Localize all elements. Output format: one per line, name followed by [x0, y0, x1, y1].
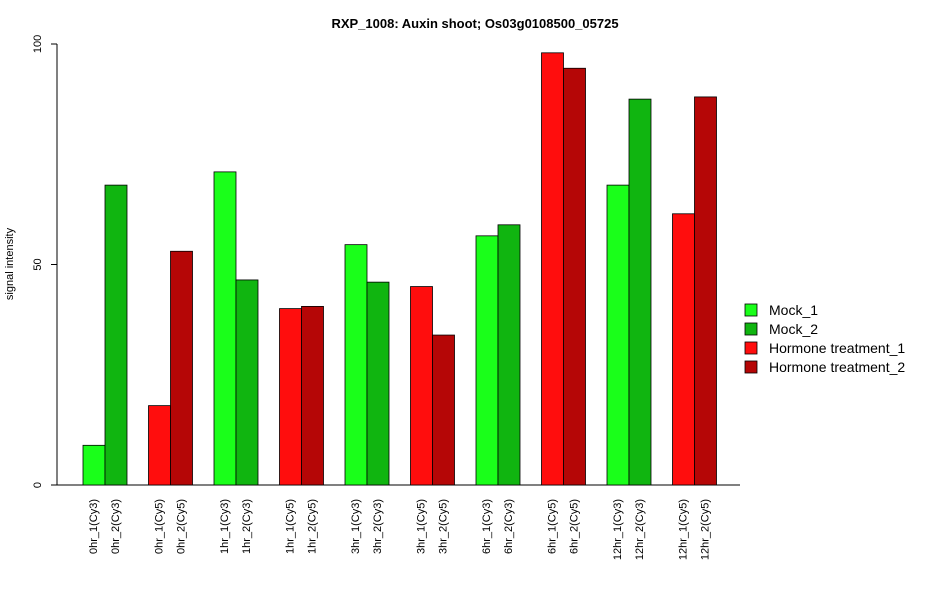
- bar: [366, 281, 390, 486]
- legend-swatch: [744, 341, 758, 355]
- x-tick-label: 3hr_2(Cy5): [437, 499, 449, 554]
- x-tick-label: 3hr_1(Cy5): [415, 499, 427, 554]
- y-tick-label: 100: [32, 35, 44, 53]
- bar: [475, 235, 499, 486]
- chart-title: RXP_1008: Auxin shoot; Os03g0108500_0572…: [331, 16, 618, 31]
- bar: [672, 213, 695, 486]
- bars: [82, 52, 717, 486]
- y-tick-label: 50: [32, 258, 44, 270]
- bar: [279, 308, 302, 486]
- bar: [563, 67, 586, 486]
- x-tick-label: 12hr_1(Cy5): [677, 499, 689, 560]
- x-tick-label: 6hr_2(Cy3): [503, 499, 515, 554]
- bar: [235, 279, 259, 486]
- bar: [410, 286, 433, 486]
- x-tick-label: 0hr_1(Cy3): [88, 499, 100, 554]
- x-tick-label: 12hr_2(Cy5): [699, 499, 711, 560]
- x-tick-label: 1hr_2(Cy3): [241, 499, 253, 554]
- x-tick-label: 1hr_2(Cy5): [306, 499, 318, 554]
- bar: [104, 184, 128, 486]
- legend-label: Hormone treatment_1: [769, 340, 905, 356]
- bar: [148, 405, 171, 486]
- x-tick-label: 3hr_1(Cy3): [350, 499, 362, 554]
- bar: [344, 244, 368, 486]
- legend-swatch: [744, 303, 758, 317]
- legend-swatch: [744, 360, 758, 374]
- x-tick-label: 3hr_2(Cy3): [372, 499, 384, 554]
- x-tick-label: 12hr_2(Cy3): [634, 499, 646, 560]
- bar: [301, 305, 324, 486]
- legend-label: Mock_1: [769, 302, 818, 318]
- x-tick-label: 6hr_1(Cy5): [546, 499, 558, 554]
- y-axis: 0 50 100: [32, 35, 58, 488]
- legend-label: Hormone treatment_2: [769, 359, 905, 375]
- bar: [541, 52, 564, 486]
- legend-label: Mock_2: [769, 321, 818, 337]
- x-tick-label: 1hr_1(Cy5): [284, 499, 296, 554]
- x-tick-label: 12hr_1(Cy3): [612, 499, 624, 560]
- x-tick-label: 0hr_2(Cy5): [175, 499, 187, 554]
- x-tick-label: 1hr_1(Cy3): [219, 499, 231, 554]
- legend: Mock_1 Mock_2 Hormone treatment_1 Hormone t…: [744, 302, 905, 375]
- bar: [213, 171, 237, 486]
- bar: [170, 250, 193, 486]
- x-tick-label: 6hr_2(Cy5): [568, 499, 580, 554]
- y-axis-label: signal intensity: [4, 227, 16, 300]
- legend-swatch: [744, 322, 758, 336]
- x-tick-label: 0hr_1(Cy5): [153, 499, 165, 554]
- x-tick-labels: 0hr_1(Cy3) 0hr_2(Cy3) 0hr_1(Cy5) 0hr_2(Cy5)…: [88, 499, 712, 560]
- x-tick-label: 6hr_1(Cy3): [481, 499, 493, 554]
- bar: [606, 184, 630, 486]
- bar: [694, 96, 717, 486]
- bar: [432, 334, 455, 486]
- bar: [628, 98, 652, 486]
- bar: [497, 224, 521, 486]
- x-tick-label: 0hr_2(Cy3): [110, 499, 122, 554]
- y-tick-label: 0: [32, 482, 44, 488]
- bar: [82, 444, 106, 486]
